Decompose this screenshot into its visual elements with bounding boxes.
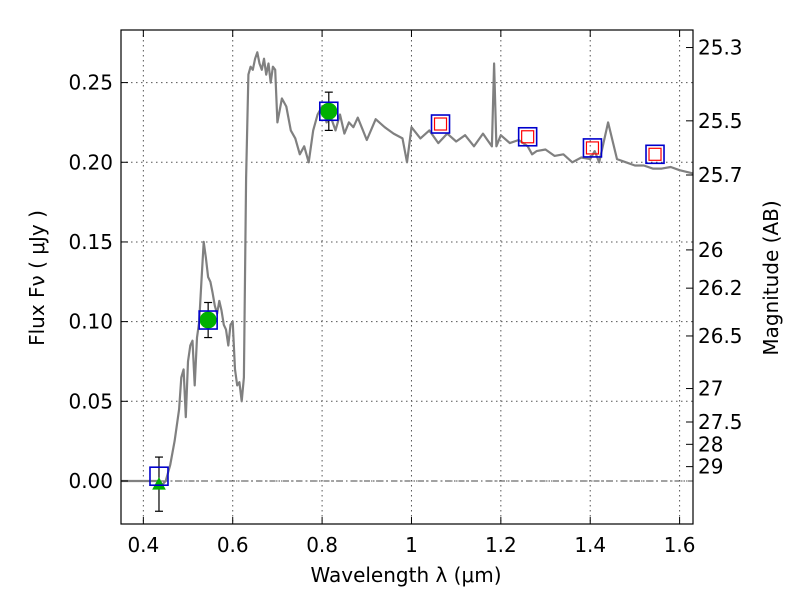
red-marker-point xyxy=(585,141,600,155)
y-tick-label: 0.25 xyxy=(68,71,113,95)
model-photometry-point xyxy=(318,101,339,122)
x-tick-label: 0.4 xyxy=(127,533,159,557)
model-photometry-point xyxy=(517,126,538,147)
red-marker-point xyxy=(433,117,448,131)
right-tick-label: 25.5 xyxy=(698,109,743,133)
right-tick-label: 25.3 xyxy=(698,36,743,60)
upper-limit-marker xyxy=(152,477,166,490)
x-tick-label: 0.8 xyxy=(306,533,338,557)
y-axis-label: Flux Fν ( μJy ) xyxy=(25,210,49,346)
right-tick-label: 28 xyxy=(698,432,723,456)
x-axis-label: Wavelength λ (μm) xyxy=(310,563,501,587)
observed-point xyxy=(199,311,217,329)
right-tick-label: 27 xyxy=(698,377,723,401)
model-spectrum-layer xyxy=(121,51,694,487)
x-tick-label: 1.4 xyxy=(574,533,606,557)
y-tick-label: 0.00 xyxy=(68,469,113,493)
y-tick-label: 0.10 xyxy=(68,310,113,334)
x-tick-label: 1 xyxy=(405,533,418,557)
red-marker-point xyxy=(648,147,662,161)
model-photometry-point xyxy=(582,138,603,158)
model-photometry-point xyxy=(645,144,665,165)
right-tick-label: 27.5 xyxy=(698,410,743,434)
right-tick-label: 26 xyxy=(698,238,723,262)
x-tick-label: 1.6 xyxy=(664,533,696,557)
model-photometry-point xyxy=(198,310,218,330)
right-tick-label: 26.2 xyxy=(698,276,743,300)
spectrum-line xyxy=(121,51,694,487)
x-tick-label: 1.2 xyxy=(485,533,517,557)
right-tick-label: 26.5 xyxy=(698,324,743,348)
x-tick-label: 0.6 xyxy=(217,533,249,557)
y-tick-label: 0.15 xyxy=(68,230,113,254)
photometry-markers xyxy=(149,91,665,512)
axis-ticks: 0.4 0.6 0.8 1 1.2 1.4 1.6 0.00 0.05 0.10 0.15 0.20 0… xyxy=(68,30,743,557)
right-axis-label: Magnitude (AB) xyxy=(759,200,783,355)
y-tick-label: 0.20 xyxy=(68,150,113,174)
observed-point xyxy=(320,102,338,120)
red-marker-point xyxy=(521,130,535,144)
right-tick-label: 29 xyxy=(698,455,723,479)
plot-frame xyxy=(120,29,694,525)
model-photometry-point xyxy=(149,466,169,486)
y-tick-label: 0.05 xyxy=(68,389,113,413)
model-photometry-point xyxy=(430,114,451,134)
right-tick-label: 25.7 xyxy=(698,163,743,187)
grid-lines xyxy=(121,30,693,524)
